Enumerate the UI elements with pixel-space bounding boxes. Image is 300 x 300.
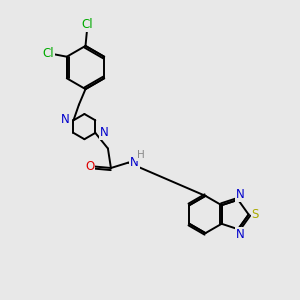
Text: S: S (251, 208, 259, 221)
Text: Cl: Cl (81, 18, 93, 31)
Text: N: N (100, 126, 109, 140)
Text: H: H (137, 150, 145, 161)
Text: N: N (130, 155, 139, 169)
Text: N: N (236, 228, 245, 241)
Text: Cl: Cl (42, 47, 54, 60)
Text: N: N (61, 113, 70, 126)
Text: O: O (85, 160, 94, 173)
Text: N: N (236, 188, 245, 201)
